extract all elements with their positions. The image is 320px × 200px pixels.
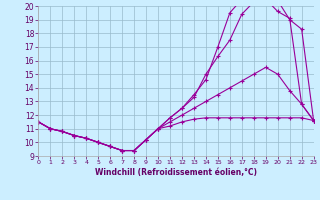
X-axis label: Windchill (Refroidissement éolien,°C): Windchill (Refroidissement éolien,°C) (95, 168, 257, 177)
